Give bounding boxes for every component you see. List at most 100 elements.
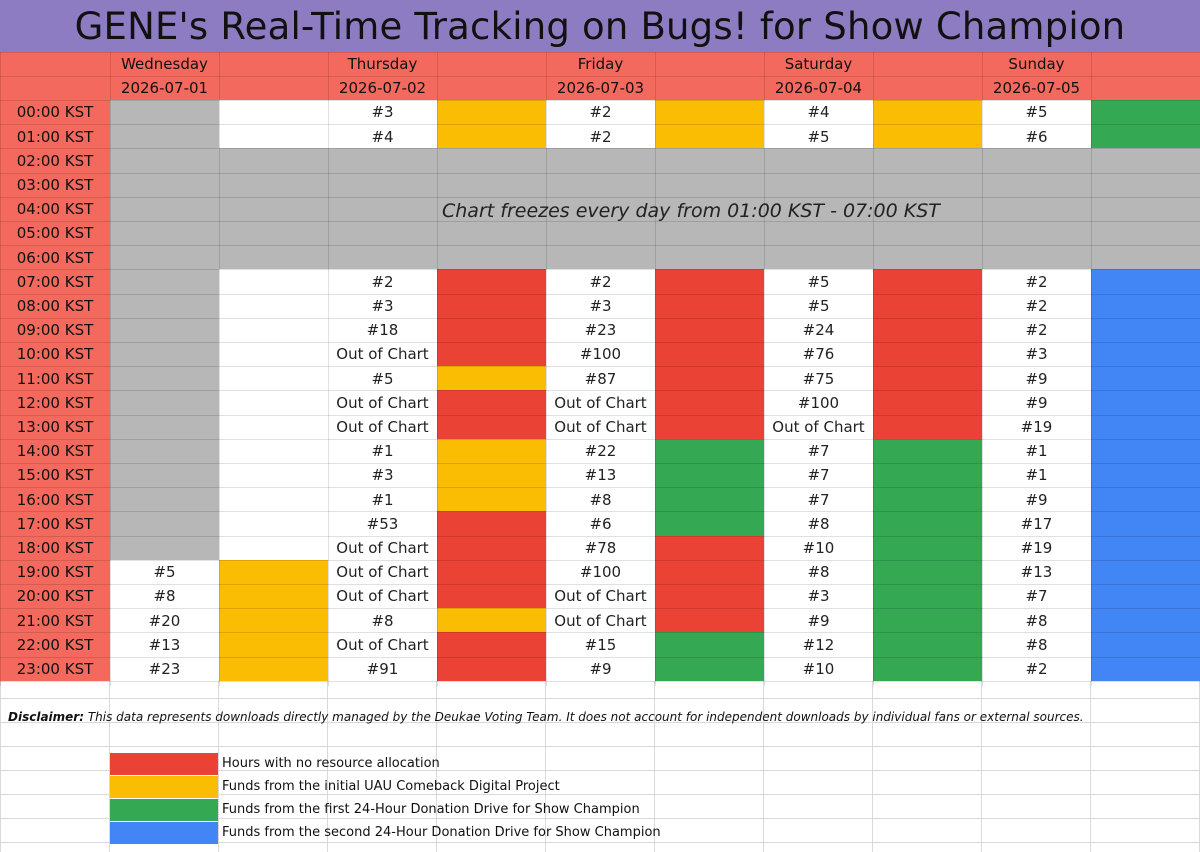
allocation-cell-sunday xyxy=(1091,172,1200,198)
allocation-cell-sunday xyxy=(1091,632,1200,658)
ranking-cell-wednesday xyxy=(110,535,219,561)
legend-swatch xyxy=(110,753,218,775)
ranking-cell-friday: #15 xyxy=(546,632,655,658)
ranking-cell-wednesday: #13 xyxy=(110,632,219,658)
allocation-cell-wednesday xyxy=(219,535,328,561)
allocation-cell-friday xyxy=(655,221,764,246)
allocation-cell-sunday xyxy=(1091,487,1200,512)
ranking-cell-friday: Out of Chart xyxy=(546,414,655,440)
ranking-cell-saturday: #9 xyxy=(764,608,873,633)
time-label: 10:00 KST xyxy=(0,342,110,367)
allocation-cell-saturday xyxy=(873,245,982,270)
time-label: 09:00 KST xyxy=(0,317,110,343)
time-label: 16:00 KST xyxy=(0,487,110,512)
grid-line xyxy=(0,172,1200,174)
ranking-cell-friday: #2 xyxy=(546,269,655,295)
allocation-cell-friday xyxy=(655,390,764,416)
time-label: 08:00 KST xyxy=(0,293,110,319)
ranking-cell-sunday: #2 xyxy=(982,269,1091,295)
allocation-cell-wednesday xyxy=(219,245,328,270)
allocation-cell-sunday xyxy=(1091,438,1200,464)
legend-label: Funds from the second 24-Hour Donation D… xyxy=(222,825,661,840)
grid-line xyxy=(0,317,1200,319)
day-date-thursday: 2026-07-02 xyxy=(328,76,437,100)
ranking-cell-saturday xyxy=(764,172,873,198)
ranking-cell-sunday: #19 xyxy=(982,535,1091,561)
ranking-cell-thursday: #5 xyxy=(328,366,437,391)
allocation-cell-thursday xyxy=(437,366,546,391)
ranking-cell-friday: #100 xyxy=(546,342,655,367)
allocation-cell-sunday xyxy=(1091,245,1200,270)
grid-line xyxy=(0,390,1200,392)
grid-line xyxy=(0,245,1200,247)
ranking-cell-sunday: #1 xyxy=(982,463,1091,488)
allocation-cell-saturday xyxy=(873,269,982,295)
day-date-friday: 2026-07-03 xyxy=(546,76,655,100)
day-date-saturday: 2026-07-04 xyxy=(764,76,873,100)
grid-line xyxy=(0,559,1200,561)
allocation-cell-saturday xyxy=(873,342,982,367)
allocation-cell-saturday xyxy=(873,487,982,512)
ranking-cell-friday: #22 xyxy=(546,438,655,464)
time-label: 18:00 KST xyxy=(0,535,110,561)
legend-swatch xyxy=(110,776,218,798)
allocation-cell-friday xyxy=(655,487,764,512)
disclaimer-label: Disclaimer: xyxy=(8,710,85,724)
ranking-cell-friday: Out of Chart xyxy=(546,584,655,609)
grid-line xyxy=(0,584,1200,585)
allocation-cell-friday xyxy=(655,245,764,270)
allocation-cell-thursday xyxy=(437,559,546,585)
allocation-cell-wednesday xyxy=(219,317,328,343)
ranking-cell-thursday: Out of Chart xyxy=(328,584,437,609)
ranking-cell-saturday: #76 xyxy=(764,342,873,367)
allocation-cell-sunday xyxy=(1091,656,1200,682)
grid-line xyxy=(219,52,220,686)
allocation-cell-saturday xyxy=(873,317,982,343)
allocation-cell-friday xyxy=(655,656,764,682)
allocation-cell-wednesday xyxy=(219,124,328,149)
allocation-cell-wednesday xyxy=(219,342,328,367)
ranking-cell-wednesday xyxy=(110,245,219,270)
day-name-friday: Friday xyxy=(546,52,655,76)
allocation-cell-thursday xyxy=(437,487,546,512)
page-title: GENE's Real-Time Tracking on Bugs! for S… xyxy=(0,0,1200,52)
allocation-cell-wednesday xyxy=(219,414,328,440)
allocation-cell-thursday xyxy=(437,608,546,633)
ranking-cell-sunday: #2 xyxy=(982,317,1091,343)
time-label: 11:00 KST xyxy=(0,366,110,391)
grid-line xyxy=(0,269,1200,271)
allocation-cell-saturday xyxy=(873,124,982,149)
allocation-cell-wednesday xyxy=(219,196,328,222)
allocation-cell-wednesday xyxy=(219,390,328,416)
ranking-cell-saturday: Out of Chart xyxy=(764,414,873,440)
ranking-cell-wednesday xyxy=(110,317,219,343)
allocation-cell-wednesday xyxy=(219,269,328,295)
ranking-cell-saturday: #7 xyxy=(764,463,873,488)
allocation-cell-friday xyxy=(655,414,764,440)
time-label: 01:00 KST xyxy=(0,124,110,149)
grid-line xyxy=(0,221,1200,222)
day-date-sunday: 2026-07-05 xyxy=(982,76,1091,100)
grid-line xyxy=(0,293,1200,295)
ranking-cell-saturday: #12 xyxy=(764,632,873,658)
time-label: 03:00 KST xyxy=(0,172,110,198)
grid-line xyxy=(1091,52,1092,686)
day-name-sunday: Sunday xyxy=(982,52,1091,76)
allocation-cell-saturday xyxy=(873,390,982,416)
ranking-cell-saturday xyxy=(764,221,873,246)
time-label: 06:00 KST xyxy=(0,245,110,270)
ranking-cell-sunday: #9 xyxy=(982,366,1091,391)
ranking-cell-thursday xyxy=(328,172,437,198)
ranking-cell-friday xyxy=(546,172,655,198)
allocation-cell-wednesday xyxy=(219,487,328,512)
allocation-cell-thursday xyxy=(437,438,546,464)
ranking-cell-thursday: Out of Chart xyxy=(328,390,437,416)
allocation-cell-thursday xyxy=(437,535,546,561)
allocation-cell-sunday xyxy=(1091,584,1200,609)
allocation-cell-sunday xyxy=(1091,390,1200,416)
ranking-cell-thursday: Out of Chart xyxy=(328,535,437,561)
ranking-cell-friday: #87 xyxy=(546,366,655,391)
legend-label: Funds from the first 24-Hour Donation Dr… xyxy=(222,802,640,817)
time-label: 04:00 KST xyxy=(0,196,110,222)
ranking-cell-wednesday xyxy=(110,438,219,464)
